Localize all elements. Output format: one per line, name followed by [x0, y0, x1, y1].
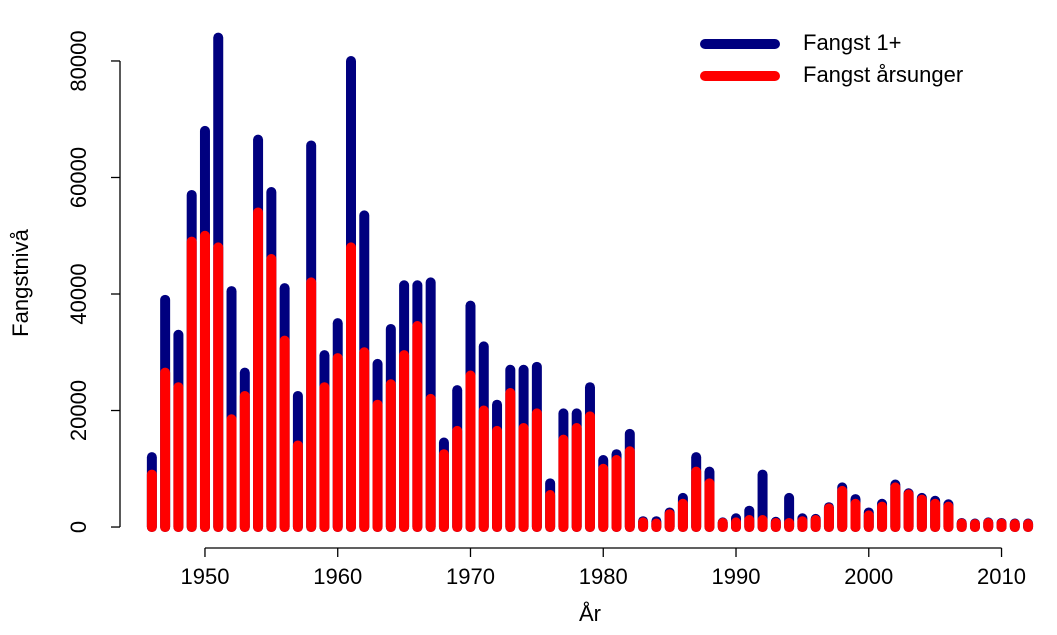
bar	[837, 485, 848, 533]
bar	[903, 489, 914, 533]
bar	[916, 494, 927, 533]
bar	[279, 335, 290, 533]
bar	[877, 501, 888, 533]
bar	[823, 503, 834, 533]
bar	[412, 321, 423, 533]
bar	[558, 434, 569, 533]
bar	[465, 370, 476, 533]
bar	[943, 501, 954, 533]
x-tick-label: 2010	[977, 564, 1026, 589]
bar	[624, 446, 635, 533]
bar	[253, 207, 264, 533]
bar	[359, 347, 370, 533]
bar	[850, 498, 861, 533]
bar	[186, 236, 197, 533]
bar	[492, 425, 503, 533]
bar	[651, 518, 662, 533]
x-tick-label: 2000	[844, 564, 893, 589]
y-tick-label: 40000	[66, 263, 91, 324]
y-axis-label: Fangstnivå	[8, 228, 33, 336]
bar	[996, 518, 1007, 533]
x-tick-label: 1960	[313, 564, 362, 589]
bar	[425, 393, 436, 533]
bar	[160, 367, 171, 533]
bar	[292, 440, 303, 533]
bar	[731, 517, 742, 533]
legend-label: Fangst 1+	[803, 30, 901, 55]
bar	[930, 498, 941, 533]
bar	[199, 230, 210, 533]
bar	[505, 388, 516, 533]
bar	[810, 515, 821, 533]
y-tick-label: 80000	[66, 30, 91, 91]
bar	[890, 482, 901, 533]
bar	[226, 414, 237, 533]
bar	[399, 350, 410, 533]
bar	[332, 353, 343, 533]
bar	[770, 517, 781, 533]
bar	[438, 449, 449, 533]
bar	[1009, 519, 1020, 533]
bar	[306, 277, 317, 533]
bar	[956, 518, 967, 533]
bar	[983, 517, 994, 533]
x-tick-label: 1970	[446, 564, 495, 589]
y-tick-label: 0	[66, 521, 91, 533]
bar	[797, 516, 808, 533]
bar	[969, 519, 980, 533]
bar	[213, 242, 224, 533]
bar	[478, 405, 489, 533]
legend-label: Fangst årsunger	[803, 62, 963, 87]
bar	[664, 509, 675, 533]
bar	[239, 390, 250, 533]
bar	[598, 463, 609, 533]
x-tick-label: 1980	[579, 564, 628, 589]
bar	[146, 469, 157, 533]
x-axis-label: År	[579, 601, 601, 626]
bar	[319, 382, 330, 533]
bar	[863, 510, 874, 533]
bar	[638, 517, 649, 533]
bar	[571, 422, 582, 533]
x-tick-label: 1990	[712, 564, 761, 589]
bar	[757, 515, 768, 533]
bar	[518, 422, 529, 533]
bar	[372, 399, 383, 533]
bar	[691, 466, 702, 533]
bar	[385, 379, 396, 533]
bar	[784, 517, 795, 533]
y-tick-label: 60000	[66, 147, 91, 208]
bar	[704, 478, 715, 533]
bar	[173, 382, 184, 533]
x-tick-label: 1950	[180, 564, 229, 589]
bar	[744, 515, 755, 533]
bar	[346, 242, 357, 533]
bar	[611, 455, 622, 533]
bar	[677, 498, 688, 533]
bar	[531, 408, 542, 533]
bar	[266, 254, 277, 533]
y-tick-label: 20000	[66, 380, 91, 441]
bar	[717, 517, 728, 533]
bar	[584, 411, 595, 533]
bar	[545, 489, 556, 533]
bar	[452, 425, 463, 533]
bar	[1023, 519, 1034, 533]
